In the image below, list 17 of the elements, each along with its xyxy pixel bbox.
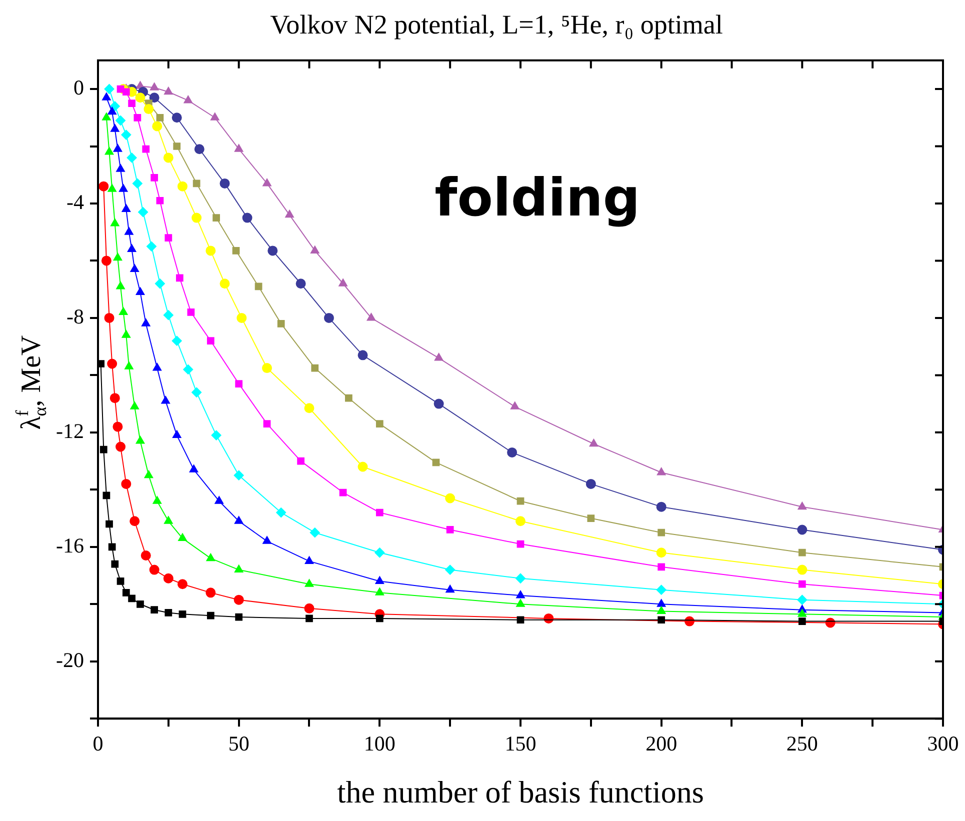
y-tick-label: -12	[56, 418, 84, 443]
y-axis-title: λfα, MeV	[12, 335, 50, 430]
y-tick-label: 0	[73, 76, 84, 100]
x-tick-label: 150	[504, 732, 536, 756]
x-tick-label: 300	[927, 732, 959, 756]
y-tick-label: -8	[66, 304, 84, 328]
y-tick-label: -16	[56, 533, 84, 558]
y-tick-label: -20	[56, 648, 84, 672]
x-axis-title: the number of basis functions	[337, 774, 704, 810]
annotation: folding	[434, 168, 640, 228]
x-tick-label: 250	[786, 732, 818, 756]
y-tick-label: -4	[66, 190, 84, 214]
x-tick-label: 50	[228, 732, 250, 756]
x-tick-label: 100	[364, 732, 396, 756]
x-tick-label: 200	[646, 732, 678, 756]
x-tick-label: 0	[92, 732, 104, 756]
chart-title: Volkov N2 potential, L=1, ⁵He, r₀ optimal	[270, 9, 723, 40]
